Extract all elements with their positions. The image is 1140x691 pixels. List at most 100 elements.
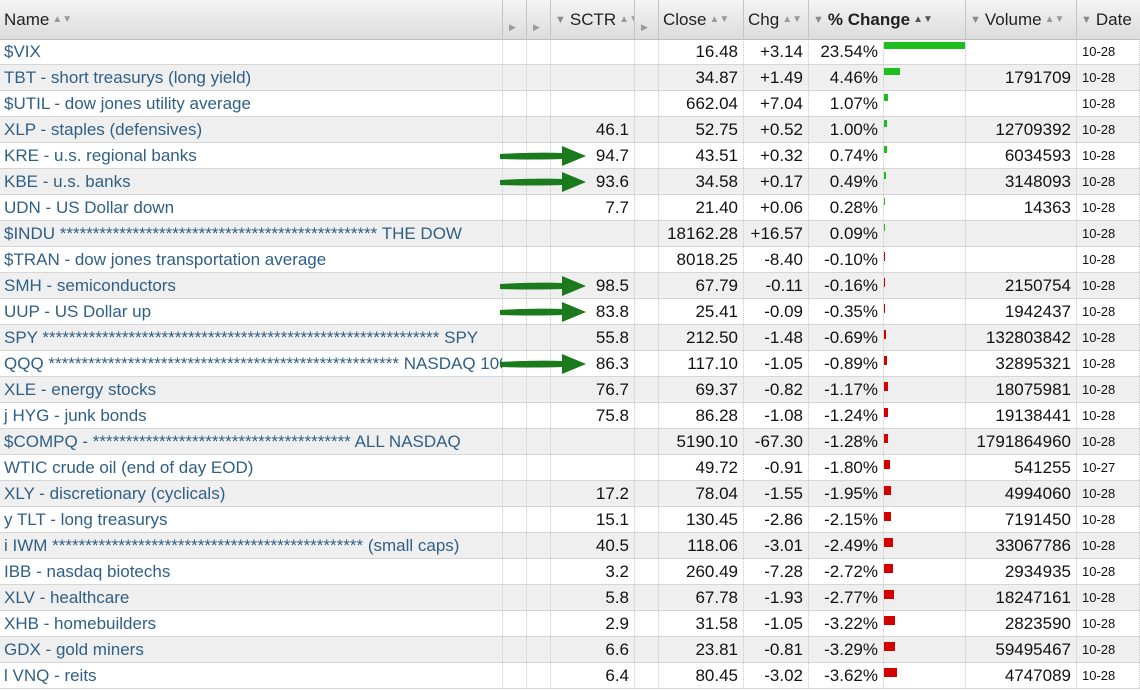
- symbol-name-cell[interactable]: $VIX: [0, 39, 503, 64]
- column-header-pct-change[interactable]: ▼% Change ▲▼: [809, 0, 966, 39]
- pct-bar-cell: [884, 429, 966, 454]
- symbol-name-cell[interactable]: IBB - nasdaq biotechs: [0, 559, 503, 584]
- volume-cell: [966, 91, 1077, 116]
- volume-cell: 33067786: [966, 533, 1077, 558]
- pct-change-cell: 0.74%: [809, 143, 884, 168]
- table-row[interactable]: XLP - staples (defensives) 46.1 52.75 +0.52…: [0, 117, 1140, 143]
- table-row[interactable]: $COMPQ - *******************************…: [0, 429, 1140, 455]
- table-row[interactable]: QQQ ************************************…: [0, 351, 1140, 377]
- chg-cell: +3.14: [744, 39, 809, 64]
- pct-change-cell: -1.95%: [809, 481, 884, 506]
- table-row[interactable]: y TLT - long treasurys 15.1 130.45 -2.86 -2.…: [0, 507, 1140, 533]
- symbol-name-cell[interactable]: i IWM **********************************…: [0, 533, 503, 558]
- volume-cell: [966, 247, 1077, 272]
- column-header-blank-3[interactable]: ▶: [635, 0, 659, 39]
- table-row[interactable]: XLY - discretionary (cyclicals) 17.2 78.04…: [0, 481, 1140, 507]
- column-header-blank-2[interactable]: ▶: [527, 0, 551, 39]
- column-volume-label: Volume: [984, 9, 1042, 29]
- table-row[interactable]: SMH - semiconductors 98.5 67.79 -0.11 -0.16%…: [0, 273, 1140, 299]
- symbol-name-cell[interactable]: XLP - staples (defensives): [0, 117, 503, 142]
- table-row[interactable]: $VIX 16.48 +3.14 23.54% 10-28: [0, 39, 1140, 65]
- symbol-name-cell[interactable]: SMH - semiconductors: [0, 273, 503, 298]
- symbol-name-cell[interactable]: WTIC crude oil (end of day EOD): [0, 455, 503, 480]
- symbol-name-cell[interactable]: XLE - energy stocks: [0, 377, 503, 402]
- sctr-cell: 94.7: [551, 143, 635, 168]
- blank-cell: [635, 403, 659, 428]
- table-row[interactable]: $TRAN - dow jones transportation average…: [0, 247, 1140, 273]
- close-cell: 118.06: [659, 533, 744, 558]
- expand-icon: ▶: [509, 22, 516, 32]
- column-header-name[interactable]: Name ▲▼: [0, 0, 503, 39]
- table-row[interactable]: XLE - energy stocks 76.7 69.37 -0.82 -1.17% 1…: [0, 377, 1140, 403]
- table-row[interactable]: j HYG - junk bonds 75.8 86.28 -1.08 -1.24% 19…: [0, 403, 1140, 429]
- symbol-name-cell[interactable]: $UTIL - dow jones utility average: [0, 91, 503, 116]
- gain-bar: [884, 120, 887, 127]
- blank-cell: [635, 169, 659, 194]
- table-row[interactable]: l VNQ - reits 6.4 80.45 -3.02 -3.62% 4747089 1…: [0, 663, 1140, 689]
- table-row[interactable]: $INDU **********************************…: [0, 221, 1140, 247]
- blank-cell: [503, 507, 527, 532]
- sort-icon: ▲▼: [52, 14, 73, 25]
- column-header-date[interactable]: ▼ Date: [1077, 0, 1140, 39]
- symbol-name-cell[interactable]: KBE - u.s. banks: [0, 169, 503, 194]
- volume-cell: 7191450: [966, 507, 1077, 532]
- symbol-name-cell[interactable]: $TRAN - dow jones transportation average: [0, 247, 503, 272]
- close-cell: 260.49: [659, 559, 744, 584]
- volume-cell: 2823590: [966, 611, 1077, 636]
- loss-bar: [884, 590, 894, 599]
- column-header-close[interactable]: Close ▲▼: [659, 0, 744, 39]
- symbol-name-cell[interactable]: GDX - gold miners: [0, 637, 503, 662]
- symbol-name-cell[interactable]: l VNQ - reits: [0, 663, 503, 688]
- blank-cell: [635, 247, 659, 272]
- close-cell: 117.10: [659, 351, 744, 376]
- table-row[interactable]: GDX - gold miners 6.6 23.81 -0.81 -3.29% 5949…: [0, 637, 1140, 663]
- column-header-blank-1[interactable]: ▶: [503, 0, 527, 39]
- chg-cell: +16.57: [744, 221, 809, 246]
- table-row[interactable]: SPY ************************************…: [0, 325, 1140, 351]
- blank-cell: [635, 377, 659, 402]
- symbol-name-cell[interactable]: UUP - US Dollar up: [0, 299, 503, 324]
- pct-bar-cell: [884, 559, 966, 584]
- sctr-cell: [551, 247, 635, 272]
- symbol-name-cell[interactable]: XLV - healthcare: [0, 585, 503, 610]
- table-row[interactable]: i IWM **********************************…: [0, 533, 1140, 559]
- pct-bar-cell: [884, 585, 966, 610]
- symbol-name-cell[interactable]: TBT - short treasurys (long yield): [0, 65, 503, 90]
- table-row[interactable]: IBB - nasdaq biotechs 3.2 260.49 -7.28 -2.72…: [0, 559, 1140, 585]
- column-header-sctr[interactable]: ▼SCTR▲▼: [551, 0, 635, 39]
- table-row[interactable]: UDN - US Dollar down 7.7 21.40 +0.06 0.28% 14…: [0, 195, 1140, 221]
- table-row[interactable]: WTIC crude oil (end of day EOD) 49.72 -0.9…: [0, 455, 1140, 481]
- symbol-name-cell[interactable]: $COMPQ - *******************************…: [0, 429, 503, 454]
- symbol-name-cell[interactable]: UDN - US Dollar down: [0, 195, 503, 220]
- date-cell: 10-28: [1077, 91, 1140, 116]
- blank-cell: [635, 221, 659, 246]
- symbol-name-cell[interactable]: y TLT - long treasurys: [0, 507, 503, 532]
- loss-bar: [884, 564, 893, 573]
- table-row[interactable]: TBT - short treasurys (long yield) 34.87 +…: [0, 65, 1140, 91]
- table-row[interactable]: UUP - US Dollar up 83.8 25.41 -0.09 -0.35% 19…: [0, 299, 1140, 325]
- sctr-cell: 6.4: [551, 663, 635, 688]
- sctr-cell: 7.7: [551, 195, 635, 220]
- date-cell: 10-28: [1077, 325, 1140, 350]
- table-row[interactable]: KRE - u.s. regional banks 94.7 43.51 +0.32 0…: [0, 143, 1140, 169]
- symbol-name-cell[interactable]: j HYG - junk bonds: [0, 403, 503, 428]
- sort-icon: ▲▼: [619, 14, 634, 25]
- table-row[interactable]: KBE - u.s. banks 93.6 34.58 +0.17 0.49% 31480…: [0, 169, 1140, 195]
- blank-cell: [503, 377, 527, 402]
- column-header-volume[interactable]: ▼ Volume ▲▼: [966, 0, 1077, 39]
- symbol-name-cell[interactable]: XLY - discretionary (cyclicals): [0, 481, 503, 506]
- column-header-chg[interactable]: Chg ▲▼: [744, 0, 809, 39]
- symbol-name-cell[interactable]: QQQ ************************************…: [0, 351, 503, 376]
- sctr-cell: 76.7: [551, 377, 635, 402]
- symbol-name-cell[interactable]: SPY ************************************…: [0, 325, 503, 350]
- table-row[interactable]: $UTIL - dow jones utility average 662.04 +…: [0, 91, 1140, 117]
- date-cell: 10-28: [1077, 585, 1140, 610]
- table-row[interactable]: XHB - homebuilders 2.9 31.58 -1.05 -3.22% 282…: [0, 611, 1140, 637]
- sctr-cell: 86.3: [551, 351, 635, 376]
- sctr-cell: [551, 91, 635, 116]
- symbol-name-cell[interactable]: KRE - u.s. regional banks: [0, 143, 503, 168]
- symbol-name-cell[interactable]: XHB - homebuilders: [0, 611, 503, 636]
- table-row[interactable]: XLV - healthcare 5.8 67.78 -1.93 -2.77% 18247…: [0, 585, 1140, 611]
- symbol-name-cell[interactable]: $INDU **********************************…: [0, 221, 503, 246]
- date-cell: 10-28: [1077, 663, 1140, 688]
